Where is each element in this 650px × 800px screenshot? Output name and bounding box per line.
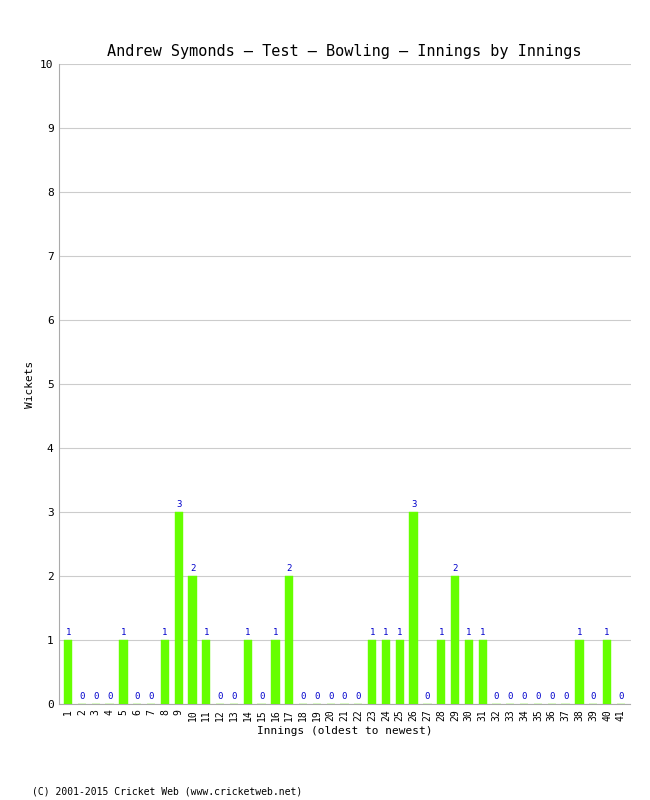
Text: 1: 1	[121, 629, 126, 638]
Text: 1: 1	[604, 629, 610, 638]
Text: 1: 1	[384, 629, 389, 638]
Bar	[451, 576, 459, 704]
Text: 1: 1	[369, 629, 375, 638]
Text: 0: 0	[508, 693, 513, 702]
Text: 0: 0	[521, 693, 527, 702]
Y-axis label: Wickets: Wickets	[25, 360, 34, 408]
Text: 0: 0	[590, 693, 596, 702]
Text: 1: 1	[245, 629, 250, 638]
Text: 0: 0	[93, 693, 99, 702]
Bar	[465, 640, 473, 704]
Text: 0: 0	[148, 693, 154, 702]
X-axis label: Innings (oldest to newest): Innings (oldest to newest)	[257, 726, 432, 736]
Bar	[64, 640, 72, 704]
Bar	[120, 640, 127, 704]
Bar	[188, 576, 197, 704]
Bar	[437, 640, 445, 704]
Text: 0: 0	[79, 693, 84, 702]
Text: 1: 1	[577, 629, 582, 638]
Text: 1: 1	[162, 629, 168, 638]
Bar	[161, 640, 169, 704]
Bar	[244, 640, 252, 704]
Text: 1: 1	[480, 629, 486, 638]
Text: 0: 0	[231, 693, 237, 702]
Text: 0: 0	[618, 693, 623, 702]
Text: 0: 0	[535, 693, 541, 702]
Bar	[382, 640, 390, 704]
Text: 1: 1	[397, 629, 402, 638]
Text: 1: 1	[66, 629, 71, 638]
Text: 3: 3	[176, 501, 181, 510]
Title: Andrew Symonds – Test – Bowling – Innings by Innings: Andrew Symonds – Test – Bowling – Inning…	[107, 44, 582, 58]
Bar	[202, 640, 211, 704]
Text: 0: 0	[549, 693, 554, 702]
Text: 0: 0	[424, 693, 430, 702]
Text: 2: 2	[287, 565, 292, 574]
Text: 0: 0	[328, 693, 333, 702]
Text: 1: 1	[203, 629, 209, 638]
Bar	[368, 640, 376, 704]
Text: 0: 0	[107, 693, 112, 702]
Text: 0: 0	[314, 693, 320, 702]
Text: 0: 0	[342, 693, 347, 702]
Text: 0: 0	[300, 693, 306, 702]
Text: 1: 1	[273, 629, 278, 638]
Bar	[271, 640, 280, 704]
Text: 2: 2	[190, 565, 195, 574]
Text: (C) 2001-2015 Cricket Web (www.cricketweb.net): (C) 2001-2015 Cricket Web (www.cricketwe…	[32, 786, 303, 796]
Text: 1: 1	[466, 629, 471, 638]
Bar	[410, 512, 418, 704]
Text: 0: 0	[494, 693, 499, 702]
Text: 0: 0	[218, 693, 223, 702]
Bar	[575, 640, 584, 704]
Bar	[285, 576, 293, 704]
Bar	[478, 640, 487, 704]
Text: 0: 0	[135, 693, 140, 702]
Text: 0: 0	[259, 693, 265, 702]
Bar	[396, 640, 404, 704]
Bar	[603, 640, 611, 704]
Text: 3: 3	[411, 501, 416, 510]
Bar	[175, 512, 183, 704]
Text: 0: 0	[356, 693, 361, 702]
Text: 0: 0	[563, 693, 568, 702]
Text: 2: 2	[452, 565, 458, 574]
Text: 1: 1	[439, 629, 444, 638]
